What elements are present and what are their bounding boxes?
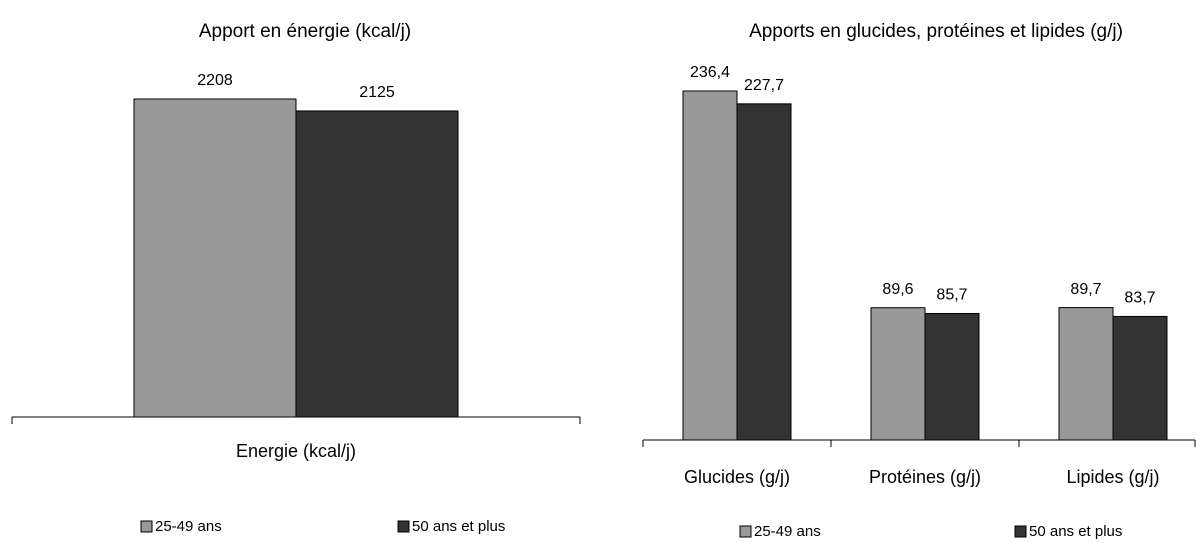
legend-label: 25-49 ans — [754, 523, 821, 540]
data-label: 236,4 — [690, 64, 730, 81]
legend-swatch — [739, 525, 752, 538]
data-label: 83,7 — [1124, 290, 1155, 307]
bar — [870, 307, 926, 441]
bar — [682, 90, 738, 441]
bar — [1112, 315, 1168, 441]
chart-title: Apport en énergie (kcal/j) — [199, 21, 411, 42]
legend-swatch — [397, 520, 410, 533]
chart-title: Apports en glucides, protéines et lipide… — [749, 21, 1123, 42]
legend-swatch — [1014, 525, 1027, 538]
data-label: 227,7 — [744, 77, 784, 94]
x-tick-label: Energie (kcal/j) — [236, 441, 356, 461]
data-label: 89,6 — [882, 281, 913, 298]
x-tick-label: Lipides (g/j) — [1066, 467, 1159, 487]
legend-label: 50 ans et plus — [412, 518, 505, 535]
bar — [295, 110, 459, 418]
data-label: 2208 — [197, 72, 233, 89]
bar — [736, 103, 792, 441]
legend-label: 25-49 ans — [155, 518, 222, 535]
bar — [1058, 307, 1114, 441]
x-tick-label: Glucides (g/j) — [684, 467, 790, 487]
x-tick-label: Protéines (g/j) — [869, 467, 981, 487]
data-label: 85,7 — [936, 287, 967, 304]
bar — [133, 98, 297, 418]
data-label: 89,7 — [1070, 281, 1101, 298]
legend-swatch — [140, 520, 153, 533]
bar — [924, 312, 980, 441]
data-label: 2125 — [359, 84, 395, 101]
legend-label: 50 ans et plus — [1029, 523, 1122, 540]
